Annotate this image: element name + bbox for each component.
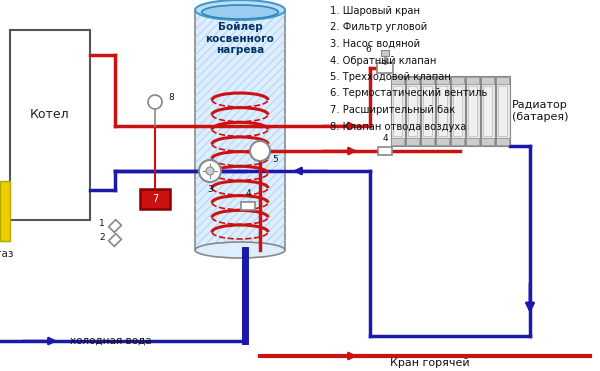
Text: Кран горячей
воды: Кран горячей воды [390, 358, 470, 371]
Bar [451, 138, 464, 145]
Bar [498, 86, 507, 136]
Bar [406, 76, 419, 146]
Bar [483, 86, 492, 136]
Bar [391, 76, 404, 146]
Bar [109, 220, 121, 232]
Text: 5: 5 [272, 154, 278, 164]
Bar [423, 86, 432, 136]
Bar [393, 86, 402, 136]
Text: 6: 6 [365, 46, 371, 55]
Text: 1: 1 [99, 220, 105, 229]
Text: 4: 4 [245, 189, 251, 198]
Bar [391, 77, 404, 84]
Bar [421, 77, 434, 84]
Text: холодная вода: холодная вода [70, 336, 152, 346]
Text: 7. Расширительный бак: 7. Расширительный бак [330, 105, 455, 115]
Text: 6. Термостатический вентиль: 6. Термостатический вентиль [330, 89, 487, 98]
Bar [378, 147, 392, 155]
Bar [140, 189, 170, 209]
Circle shape [148, 95, 162, 109]
Text: 8. Клапан отвода воздуха: 8. Клапан отвода воздуха [330, 121, 466, 131]
Bar [466, 76, 479, 146]
Bar [481, 76, 494, 146]
Text: 4: 4 [382, 134, 388, 143]
Bar [481, 77, 494, 84]
Text: 3. Насос водяной: 3. Насос водяной [330, 39, 420, 49]
Text: газ: газ [0, 249, 14, 259]
Text: 8: 8 [168, 93, 174, 102]
Text: Радиатор
(батарея): Радиатор (батарея) [512, 100, 568, 122]
Bar [466, 138, 479, 145]
Bar [195, 10, 285, 250]
Bar [0, 181, 10, 241]
Text: 2. Фильтр угловой: 2. Фильтр угловой [330, 23, 427, 33]
Ellipse shape [202, 5, 278, 19]
Bar [466, 77, 479, 84]
Text: 3: 3 [207, 185, 213, 194]
Bar [406, 77, 419, 84]
Bar [241, 202, 255, 210]
Circle shape [199, 160, 221, 182]
Bar [496, 77, 509, 84]
Bar [391, 138, 404, 145]
Text: Бойлер
косвенного
нагрева: Бойлер косвенного нагрева [206, 22, 274, 55]
Bar [10, 30, 90, 220]
Bar [421, 138, 434, 145]
Bar [436, 138, 449, 145]
Bar [451, 76, 464, 146]
Circle shape [206, 167, 214, 175]
Bar [436, 76, 449, 146]
Bar [496, 76, 509, 146]
Bar [381, 50, 389, 56]
Text: 7: 7 [152, 194, 158, 204]
Bar [451, 77, 464, 84]
Text: 2: 2 [100, 233, 105, 243]
Circle shape [250, 141, 270, 161]
Bar [406, 138, 419, 145]
Ellipse shape [195, 242, 285, 258]
Bar [453, 86, 462, 136]
Bar [481, 138, 494, 145]
Ellipse shape [195, 0, 285, 20]
Bar [421, 76, 434, 146]
Bar [438, 86, 447, 136]
Bar [468, 86, 477, 136]
Bar [109, 234, 121, 246]
Bar [496, 138, 509, 145]
Text: 1. Шаровый кран: 1. Шаровый кран [330, 6, 420, 16]
Bar [408, 86, 417, 136]
Text: Котел: Котел [30, 108, 70, 121]
Text: 4. Обратный клапан: 4. Обратный клапан [330, 56, 436, 66]
Text: 5. Трехходовой клапан: 5. Трехходовой клапан [330, 72, 451, 82]
Bar [377, 63, 393, 73]
Bar [195, 10, 285, 250]
Bar [436, 77, 449, 84]
